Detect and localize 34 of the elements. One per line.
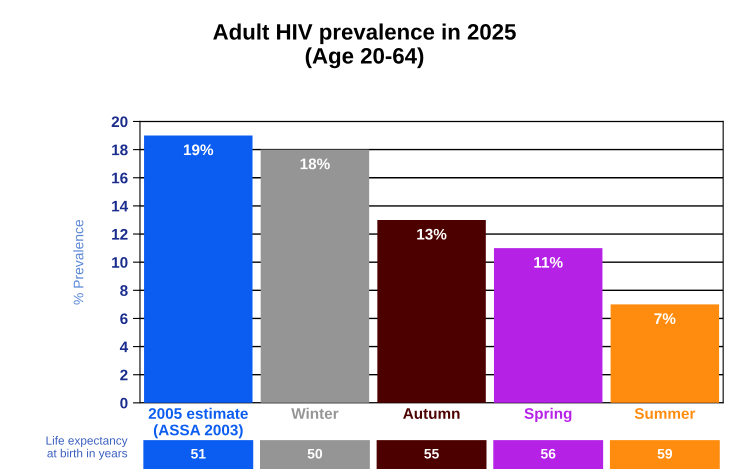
x-tick-label: Spring	[524, 408, 572, 422]
y-tick-label: 12	[112, 228, 128, 240]
text: 55	[424, 448, 439, 459]
x-tick-label: 2005 estimate (ASSA 2003)	[148, 408, 248, 438]
x-tick-label: Autumn	[403, 408, 460, 419]
bar	[610, 304, 720, 403]
data-label: 18%	[300, 158, 330, 170]
y-tick-label: 16	[112, 172, 128, 184]
x-tick-label: Winter	[291, 408, 338, 419]
y-tick-label: 18	[112, 144, 128, 156]
data-label: 7%	[654, 313, 676, 324]
y-axis-title: % Prevalence	[73, 220, 84, 305]
text: Life expectancy at birth in years	[46, 436, 128, 460]
chart-title: Adult HIV prevalence in 2025 (Age 20-64)	[213, 23, 516, 68]
text: 51	[190, 448, 206, 459]
y-tick-label: 2	[120, 370, 128, 380]
data-label: 19%	[184, 144, 214, 156]
y-tick-label: 14	[112, 200, 128, 212]
y-tick-label: 20	[112, 116, 128, 128]
data-label: 13%	[417, 228, 446, 240]
y-tick-label: 0	[120, 398, 128, 409]
text: 56	[540, 448, 556, 459]
data-label: 11%	[534, 256, 563, 268]
y-tick-label: 6	[120, 313, 128, 324]
bar	[377, 220, 486, 403]
bar	[494, 248, 602, 403]
y-tick-label: 10	[112, 257, 128, 268]
x-tick-label: Summer	[634, 408, 696, 419]
text: 59	[658, 448, 672, 459]
bar	[260, 150, 370, 403]
text: 50	[308, 448, 322, 459]
bar	[144, 136, 253, 403]
y-tick-label: 8	[120, 285, 128, 296]
y-tick-label: 4	[120, 342, 128, 352]
